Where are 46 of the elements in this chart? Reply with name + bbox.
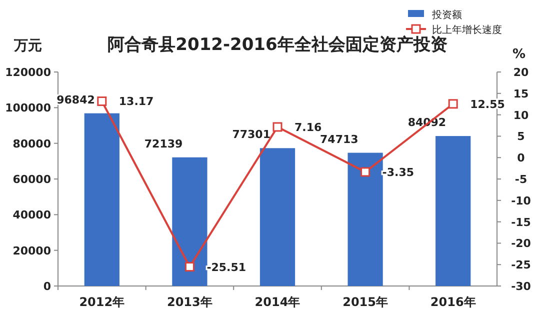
y2-tick-label: -15: [511, 216, 531, 229]
y-tick-label: 60000: [12, 173, 52, 186]
y2-tick-label: -20: [511, 237, 532, 250]
x-tick-label: 2012年: [79, 295, 125, 309]
y-tick-label: 0: [43, 280, 52, 293]
x-tick-label: 2015年: [342, 295, 388, 309]
y2-tick-label: 5: [517, 130, 525, 144]
point: [360, 167, 370, 177]
x-tick-label: 2016年: [430, 295, 476, 309]
data-label: 7.16: [294, 120, 322, 134]
y-tick-label: 40000: [12, 208, 52, 222]
bar: [348, 152, 383, 286]
y-tick-label: 100000: [5, 102, 52, 115]
point: [272, 122, 282, 132]
y2-tick-label: 0: [517, 152, 526, 165]
y2-tick-label: -5: [514, 173, 528, 186]
bar: [436, 136, 471, 286]
data-label: 12.55: [470, 98, 505, 111]
y-tick-label: 80000: [12, 137, 52, 150]
y2-tick-label: -25: [511, 258, 531, 272]
y2-axis-title: %: [512, 47, 526, 62]
bar: [84, 113, 120, 286]
point: [448, 99, 458, 109]
y2-tick-label: 15: [513, 87, 529, 100]
bar: [260, 148, 296, 286]
x-tick-label: 2013年: [166, 295, 212, 309]
y2-tick-label: 20: [513, 66, 529, 79]
data-label: 96842: [56, 93, 95, 106]
legend-label: 比上年增长速度: [432, 24, 502, 36]
point: [97, 96, 107, 106]
legend-label: 投资额: [431, 9, 462, 21]
y-axis-title: 万元: [13, 38, 42, 54]
y2-tick-label: -30: [511, 280, 532, 293]
data-label: 74713: [320, 132, 358, 146]
data-label: 77301: [232, 128, 270, 142]
point: [184, 262, 194, 272]
data-label: 13.17: [118, 95, 154, 108]
y2-tick-label: -10: [511, 194, 532, 208]
bar: [172, 157, 208, 286]
data-label: -25.51: [206, 260, 246, 274]
y-tick-label: 20000: [12, 244, 52, 258]
y2-tick-label: 10: [513, 108, 529, 122]
y-tick-label: 120000: [5, 66, 52, 79]
x-tick-label: 2014年: [254, 295, 300, 309]
chart-title: 阿合奇县2012-2016年全社会固定资产投资: [108, 35, 448, 55]
data-label: 72139: [144, 137, 183, 150]
